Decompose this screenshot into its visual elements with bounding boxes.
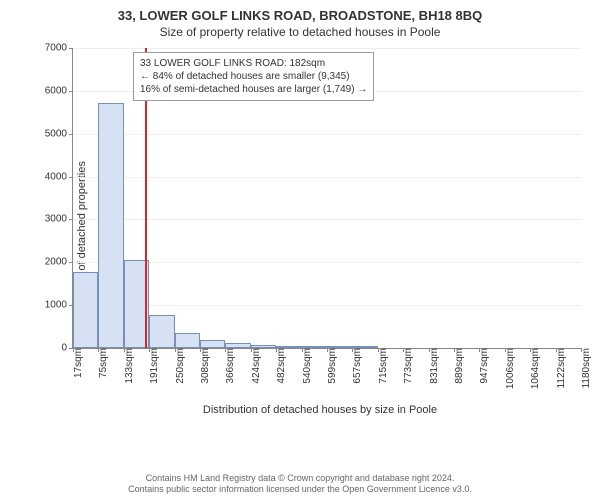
ytick-label: 4000 — [45, 171, 73, 182]
xtick-label: 250sqm — [171, 348, 186, 384]
plot-area: 0100020003000400050006000700017sqm75sqm1… — [72, 48, 581, 349]
xtick-label: 540sqm — [298, 348, 313, 384]
xtick-label: 1122sqm — [552, 348, 567, 388]
gridline — [73, 134, 581, 135]
xtick-label: 424sqm — [247, 348, 262, 384]
xtick-label: 715sqm — [374, 348, 389, 384]
xtick-label: 773sqm — [399, 348, 414, 384]
footer-line1: Contains HM Land Registry data © Crown c… — [0, 473, 600, 485]
footer-attribution: Contains HM Land Registry data © Crown c… — [0, 473, 600, 496]
chart-title-main: 33, LOWER GOLF LINKS ROAD, BROADSTONE, B… — [0, 0, 600, 23]
ytick-label: 5000 — [45, 128, 73, 139]
histogram-bar — [200, 340, 225, 348]
histogram-bar — [149, 315, 174, 348]
xtick-label: 657sqm — [348, 348, 363, 384]
xtick-label: 599sqm — [323, 348, 338, 384]
gridline — [73, 262, 581, 263]
xtick-label: 947sqm — [475, 348, 490, 384]
ytick-label: 6000 — [45, 85, 73, 96]
xtick-label: 482sqm — [272, 348, 287, 384]
annotation-box: 33 LOWER GOLF LINKS ROAD: 182sqm ← 84% o… — [133, 52, 374, 101]
x-axis-label: Distribution of detached houses by size … — [60, 404, 580, 416]
gridline — [73, 219, 581, 220]
ytick-label: 1000 — [45, 300, 73, 311]
histogram-bar — [73, 272, 98, 348]
ytick-label: 3000 — [45, 214, 73, 225]
chart-title-sub: Size of property relative to detached ho… — [0, 23, 600, 39]
xtick-label: 133sqm — [120, 348, 135, 384]
xtick-label: 1064sqm — [526, 348, 541, 389]
ytick-label: 7000 — [45, 43, 73, 54]
annotation-line3: 16% of semi-detached houses are larger (… — [140, 83, 367, 96]
xtick-label: 308sqm — [196, 348, 211, 384]
xtick-label: 17sqm — [69, 348, 84, 378]
annotation-line1: 33 LOWER GOLF LINKS ROAD: 182sqm — [140, 57, 367, 70]
xtick-label: 191sqm — [145, 348, 160, 384]
gridline — [73, 48, 581, 49]
histogram-bar — [98, 103, 123, 348]
annotation-line2: ← 84% of detached houses are smaller (9,… — [140, 70, 367, 83]
gridline — [73, 305, 581, 306]
xtick-label: 1006sqm — [501, 348, 516, 389]
chart-container: 33, LOWER GOLF LINKS ROAD, BROADSTONE, B… — [0, 0, 600, 500]
xtick-label: 831sqm — [425, 348, 440, 384]
histogram-bar — [175, 333, 200, 348]
chart-outer: Number of detached properties 0100020003… — [0, 42, 600, 432]
gridline — [73, 177, 581, 178]
xtick-label: 366sqm — [221, 348, 236, 384]
xtick-label: 75sqm — [94, 348, 109, 378]
xtick-label: 1180sqm — [577, 348, 592, 388]
footer-line2: Contains public sector information licen… — [0, 484, 600, 496]
xtick-label: 889sqm — [450, 348, 465, 384]
ytick-label: 2000 — [45, 257, 73, 268]
